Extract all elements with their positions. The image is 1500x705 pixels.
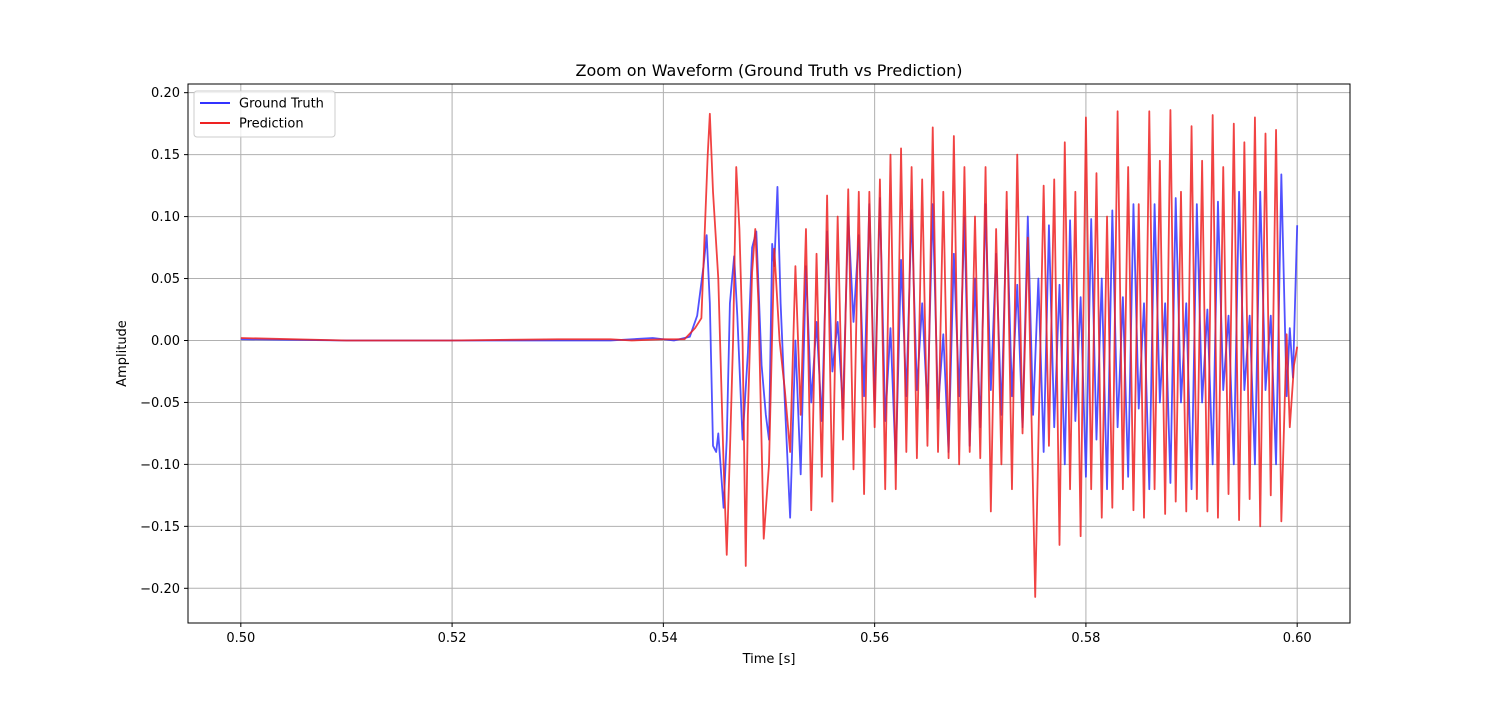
series-layer [240, 109, 1299, 598]
plot-frame [187, 83, 1351, 624]
y-tick-label: −0.20 [140, 582, 180, 597]
x-tick-label: 0.60 [1283, 631, 1312, 646]
x-tick-label: 0.54 [649, 631, 678, 646]
x-tick-label: 0.56 [860, 631, 889, 646]
y-axis-label: Amplitude [115, 320, 130, 387]
x-axis-label: Time [s] [742, 652, 796, 667]
x-tick-label: 0.52 [438, 631, 467, 646]
series-line-prediction [240, 109, 1299, 598]
chart-title: Zoom on Waveform (Ground Truth vs Predic… [576, 61, 963, 80]
y-tick-label: 0.15 [151, 148, 180, 163]
y-tick-label: 0.10 [151, 210, 180, 225]
y-tick-label: −0.10 [140, 458, 180, 473]
legend: Ground Truth Prediction [193, 90, 336, 138]
x-tick-label: 0.50 [226, 631, 255, 646]
y-tick-label: 0.05 [151, 272, 180, 287]
y-tick-label: −0.05 [140, 396, 180, 411]
legend-label-prediction: Prediction [239, 117, 304, 132]
y-tick-label: 0.00 [151, 334, 180, 349]
y-tick-label: −0.15 [140, 520, 180, 535]
y-tick-label: 0.20 [151, 86, 180, 101]
x-tick-label: 0.58 [1071, 631, 1100, 646]
legend-label-ground-truth: Ground Truth [239, 97, 324, 112]
axis-ticks: 0.50 0.52 0.54 0.56 0.58 0.60 −0.20 −0.15 −0.10 −… [140, 86, 1312, 646]
